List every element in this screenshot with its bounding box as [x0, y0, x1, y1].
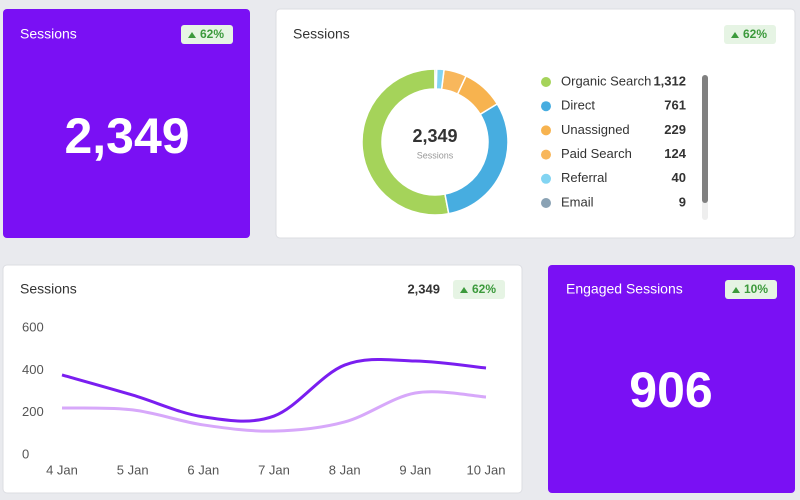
card-title: Sessions: [20, 26, 77, 42]
badge: [181, 25, 233, 44]
line-card: [2, 264, 523, 494]
kpi-card: [548, 265, 795, 493]
x-tick-label: 7 Jan: [258, 462, 290, 477]
legend-dot: [541, 77, 551, 87]
legend-label: Email: [561, 194, 594, 209]
legend-value: 9: [679, 194, 686, 209]
legend-dot: [541, 173, 551, 184]
legend-dot: [541, 101, 551, 112]
legend-value: 40: [672, 170, 686, 185]
donut-slice: [434, 68, 438, 90]
card-title: Sessions: [20, 281, 77, 297]
y-tick-label: 200: [22, 404, 44, 419]
legend-value: 761: [664, 98, 686, 113]
legend-value: 1,312: [653, 73, 686, 88]
kpi-value: 906: [629, 362, 712, 418]
up-icon: [188, 32, 196, 38]
legend-label: Direct: [561, 98, 595, 113]
badge-text: 10%: [744, 282, 768, 296]
y-tick-label: 400: [22, 362, 44, 377]
line-total: 2,349: [407, 281, 440, 296]
x-tick-label: 10 Jan: [466, 462, 505, 477]
kpi-value: 2,349: [64, 108, 189, 164]
x-tick-label: 5 Jan: [117, 462, 149, 477]
up-icon: [731, 32, 739, 38]
y-tick-label: 0: [22, 446, 29, 461]
x-tick-label: 6 Jan: [187, 462, 219, 477]
x-tick-label: 8 Jan: [329, 462, 361, 477]
legend-dot: [541, 198, 551, 208]
up-icon: [460, 287, 468, 293]
donut-label: Sessions: [417, 150, 454, 160]
line-series: [61, 357, 487, 423]
x-tick-label: 4 Jan: [46, 462, 78, 477]
badge-text: 62%: [472, 282, 496, 296]
legend-label: Referral: [561, 170, 607, 185]
legend-label: Paid Search: [561, 146, 632, 161]
donut-total: 2,349: [412, 126, 457, 146]
legend-label: Organic Search: [561, 73, 651, 88]
donut-slice: [361, 68, 450, 216]
x-tick-label: 9 Jan: [399, 462, 431, 477]
up-icon: [732, 287, 740, 293]
legend-dot: [541, 149, 551, 160]
badge: [453, 280, 505, 299]
badge-text: 62%: [200, 27, 224, 41]
scrollbar[interactable]: [702, 75, 708, 203]
legend-value: 229: [664, 122, 686, 137]
y-tick-label: 600: [22, 319, 44, 334]
line-series: [61, 390, 487, 433]
legend-dot: [541, 125, 551, 136]
card-title: Engaged Sessions: [566, 281, 683, 297]
legend-value: 124: [664, 146, 686, 161]
card-title: Sessions: [293, 26, 350, 42]
badge: [725, 280, 777, 299]
kpi-card: [3, 9, 250, 238]
donut-card: [275, 8, 796, 239]
badge-text: 62%: [743, 27, 767, 41]
legend-label: Unassigned: [561, 122, 630, 137]
badge: [724, 25, 776, 44]
